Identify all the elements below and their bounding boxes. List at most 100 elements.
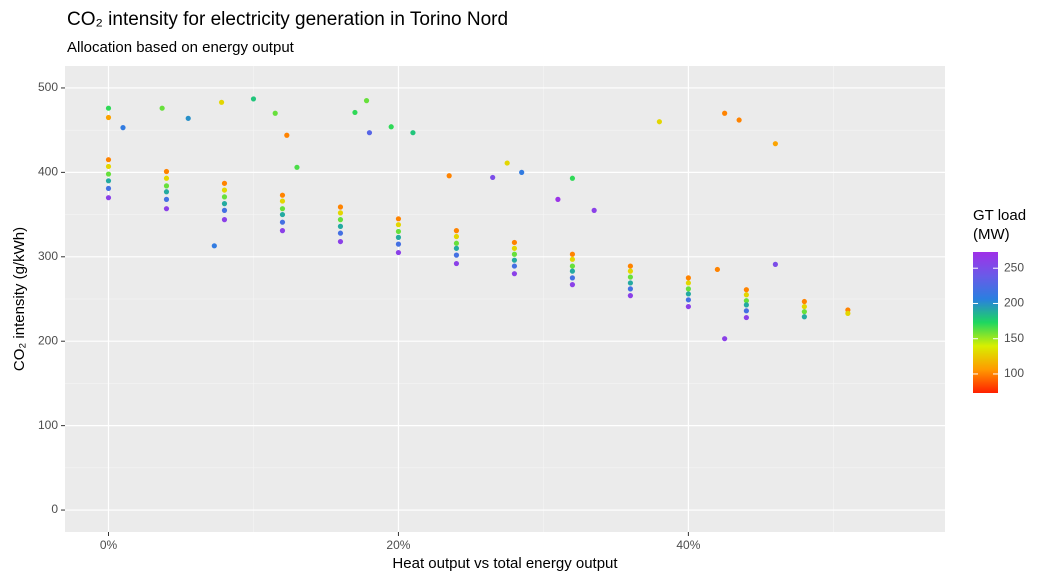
point: [185, 115, 191, 121]
point: [743, 287, 749, 293]
point: [685, 291, 691, 297]
point: [221, 217, 228, 223]
point: [279, 219, 286, 225]
x-tick-label: 40%: [676, 538, 700, 552]
y-tick-label: 300: [38, 249, 58, 263]
point: [722, 336, 728, 342]
colorbar-tick-label: 100: [1004, 366, 1024, 380]
point: [569, 268, 576, 274]
point: [105, 157, 112, 163]
y-tick-label: 200: [38, 333, 58, 347]
point: [714, 266, 720, 273]
point: [743, 292, 749, 298]
point: [569, 251, 576, 257]
point: [279, 206, 286, 212]
point: [395, 216, 402, 222]
point: [221, 187, 228, 193]
legend-title: GT load: [973, 207, 1026, 224]
point: [279, 211, 286, 218]
point: [221, 201, 228, 207]
chart-title: CO₂ intensity for electricity generation…: [67, 9, 508, 30]
point: [511, 239, 518, 246]
point: [395, 234, 402, 240]
point: [221, 207, 228, 213]
point: [337, 204, 344, 210]
point: [453, 252, 460, 258]
point: [627, 268, 634, 274]
point: [163, 189, 170, 195]
point: [511, 263, 518, 269]
point: [685, 303, 691, 310]
point: [221, 180, 228, 186]
point: [163, 206, 170, 212]
point: [395, 249, 402, 256]
y-tick-label: 0: [51, 502, 58, 516]
colorbar: [973, 252, 998, 393]
point: [569, 282, 576, 288]
point: [163, 196, 170, 202]
point: [743, 302, 749, 308]
point: [352, 109, 358, 116]
point: [569, 263, 576, 269]
point: [511, 245, 518, 251]
point: [163, 168, 170, 175]
point: [772, 141, 778, 147]
y-tick-label: 400: [38, 165, 58, 179]
point: [250, 96, 257, 102]
point: [627, 286, 634, 292]
point: [363, 98, 370, 104]
point: [453, 233, 460, 240]
point: [801, 314, 807, 320]
point: [337, 210, 344, 216]
point: [736, 117, 742, 123]
point: [845, 310, 851, 316]
point: [569, 175, 576, 181]
point: [395, 222, 402, 228]
x-axis-label: Heat output vs total energy output: [392, 555, 618, 572]
point: [591, 207, 597, 213]
point: [337, 230, 344, 236]
point: [743, 308, 749, 314]
point: [279, 198, 286, 204]
point: [105, 114, 112, 121]
point: [395, 241, 402, 247]
point: [569, 275, 576, 281]
colorbar-tick-label: 250: [1004, 260, 1024, 274]
point: [490, 174, 496, 181]
point: [218, 99, 225, 105]
point: [337, 217, 344, 223]
x-tick-label: 20%: [386, 538, 410, 552]
point: [743, 298, 749, 304]
point: [105, 185, 112, 192]
point: [801, 303, 807, 310]
chart-subtitle: Allocation based on energy output: [67, 39, 295, 56]
point: [163, 183, 170, 189]
point: [279, 192, 286, 198]
point: [163, 175, 170, 181]
point: [555, 196, 561, 202]
point: [105, 105, 112, 111]
point: [120, 125, 126, 131]
point: [337, 238, 344, 245]
point: [284, 132, 290, 138]
point: [627, 274, 634, 280]
point: [743, 314, 749, 321]
point: [105, 195, 112, 201]
point: [453, 240, 460, 246]
point: [366, 130, 373, 136]
colorbar-tick-label: 200: [1004, 296, 1024, 310]
point: [511, 251, 518, 257]
point: [105, 178, 112, 184]
point: [685, 275, 691, 281]
point: [656, 119, 662, 125]
point: [504, 160, 510, 166]
point: [569, 256, 576, 262]
point: [446, 173, 452, 179]
point: [272, 110, 278, 116]
x-tick-label: 0%: [100, 538, 118, 552]
point: [519, 169, 525, 175]
y-tick-label: 500: [38, 80, 58, 94]
point: [395, 228, 402, 235]
point: [511, 257, 518, 263]
point: [772, 261, 778, 267]
